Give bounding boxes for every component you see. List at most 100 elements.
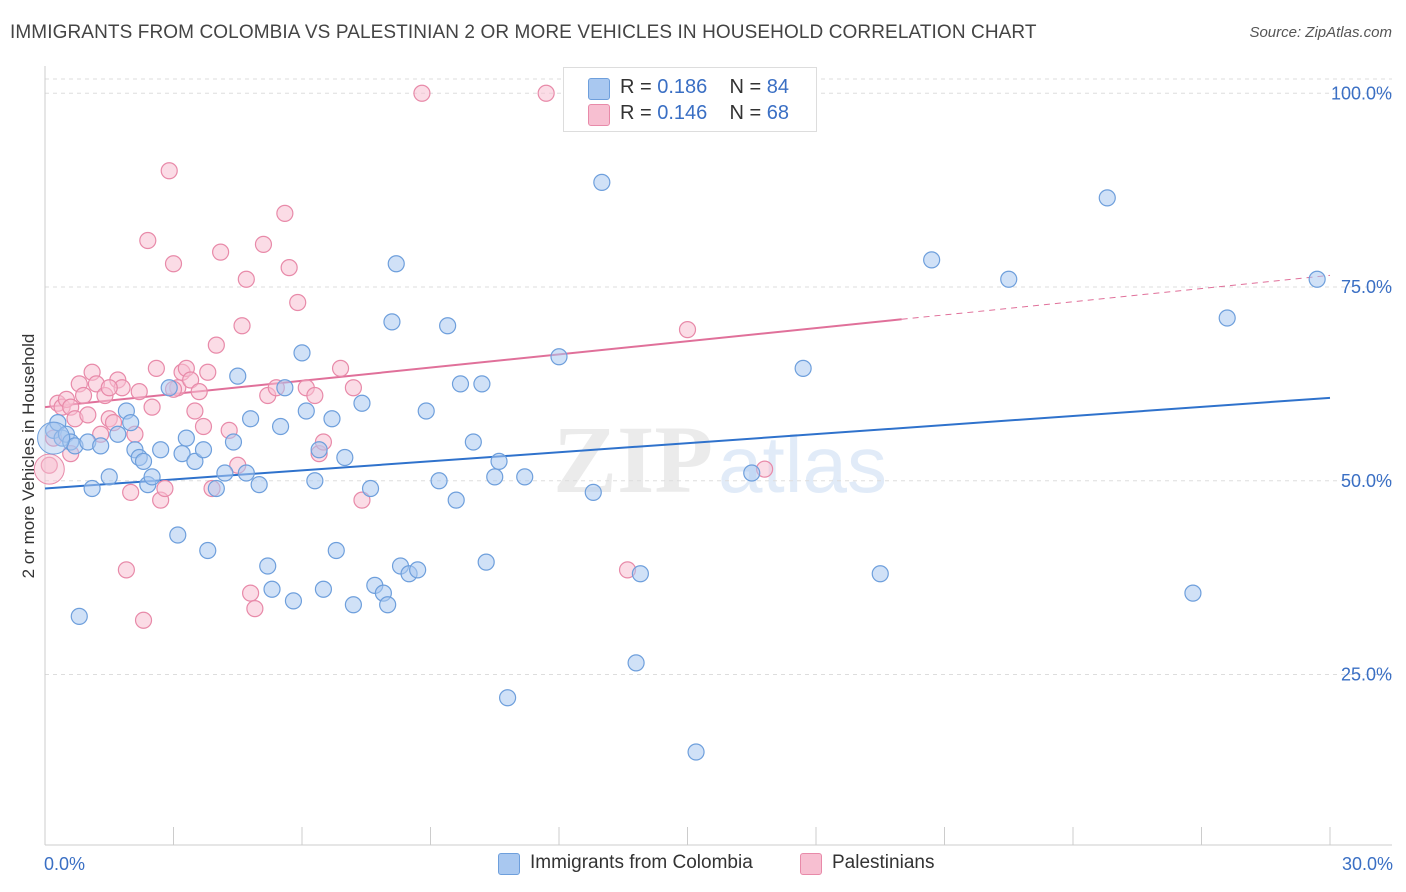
colombia-point [584,483,602,501]
legend-r-label: R = [620,102,652,124]
colombia-points [37,173,1326,761]
palestinians-point [207,336,225,354]
x-tick-label: 0.0% [44,854,85,874]
watermark-atlas: atlas [718,420,887,509]
legend-swatch-palestinians [800,853,822,875]
y-tick-label: 100.0% [1331,83,1392,103]
source-label: Source: ZipAtlas.com [1249,24,1392,41]
palestinians-point [537,84,555,102]
palestinians-point [242,584,260,602]
palestinians-point [190,383,208,401]
palestinians-point [79,406,97,424]
colombia-point [871,565,889,583]
colombia-point [186,452,204,470]
palestinians-point [139,231,157,250]
colombia-point [794,359,812,377]
colombia-point [216,464,234,482]
colombia-point [327,541,345,560]
y-axis-title: 2 or more Vehicles in Household [19,334,38,579]
palestinians-point [164,255,183,273]
colombia-point [550,348,568,366]
palestinians-point [289,293,307,312]
colombia-point [627,654,645,672]
colombia-point [143,468,161,486]
palestinians-point [40,456,58,474]
colombia-point [499,689,517,707]
colombia-point [631,565,649,583]
palestinians-point [74,386,93,405]
watermark-zip: ZIP [553,406,713,513]
colombia-point [447,491,465,509]
legend-r-value: 0.186 [657,76,708,98]
palestinians-point [413,84,431,102]
colombia-point [263,580,281,598]
colombia-point [593,173,611,191]
legend-r-value: 0.146 [657,102,708,124]
x-tick-label: 30.0% [1342,854,1393,874]
palestinians-point [276,204,294,222]
colombia-point [323,410,341,428]
colombia-point [1184,584,1202,602]
colombia-point [109,425,127,443]
colombia-point [430,472,448,490]
colombia-point [271,417,290,436]
legend-n-label: N = [729,102,762,124]
legend-n-label: N = [729,76,762,98]
palestinians-point [194,417,213,436]
colombia-point [250,476,268,494]
colombia-point [344,596,362,614]
colombia-point [173,445,191,463]
palestinians-point [246,600,264,618]
legend-n-value: 68 [766,102,790,124]
palestinians-point [134,611,153,629]
legend-swatch-blue [588,78,610,100]
legend-r-label: R = [620,76,652,98]
colombia-point [242,410,260,428]
colombia-point [473,375,491,393]
colombia-point [199,541,217,560]
palestinians-point [147,359,165,377]
colombia-point [259,557,277,575]
axes [44,66,1392,846]
colombia-point [314,580,333,598]
colombia-point [743,464,761,482]
colombia-point [229,367,247,385]
colombia-point [310,441,328,459]
colombia-point [439,317,457,335]
trend-line-solid [44,396,1331,490]
legend-swatch-pink [588,104,610,126]
palestinians-point-large [33,453,65,485]
colombia-point [417,402,435,420]
colombia-point [1098,189,1116,207]
colombia-point [451,375,470,393]
trend-lines [44,274,1331,490]
y-tick-label: 25.0% [1341,665,1392,685]
colombia-point [297,402,315,420]
colombia-point [464,433,482,451]
legend-swatch-colombia [498,853,520,875]
colombia-point [336,448,354,467]
colombia-point [387,255,405,273]
palestinians-point [186,402,204,420]
palestinians-point [143,398,161,416]
colombia-point [92,437,110,455]
palestinians-point [280,259,298,277]
palestinians-point [156,479,174,498]
trend-line-solid [44,318,902,409]
legend-label-colombia: Immigrants from Colombia [530,852,753,873]
colombia-point [516,468,534,486]
colombia-point [70,607,88,625]
colombia-point [1000,270,1018,288]
colombia-point [1308,270,1326,288]
colombia-point [486,468,504,486]
palestinians-point [353,491,371,509]
watermark: ZIP atlas [553,406,887,513]
tick-labels: 25.0% 50.0% 75.0% 100.0% 0.0% 30.0% [44,83,1393,874]
colombia-point [194,441,213,459]
trend-line-dashed [901,274,1331,320]
colombia-point [306,472,324,490]
colombia-point [152,441,170,459]
colombia-point [284,592,303,610]
legend-n-value: 84 [766,76,790,98]
